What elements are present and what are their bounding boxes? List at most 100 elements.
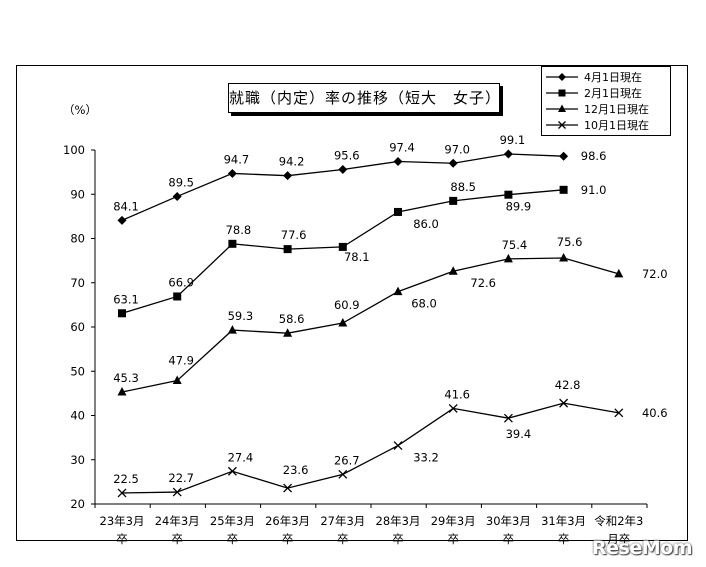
x-marker (117, 488, 127, 498)
data-label: 94.7 (224, 152, 250, 166)
y-tick-label: 50 (70, 364, 85, 378)
x-tick-label: 28年3月 (376, 514, 421, 528)
data-label: 26.7 (334, 453, 360, 467)
x-tick-label: 卒 (171, 532, 183, 546)
data-label: 22.5 (113, 472, 139, 486)
diamond-marker (503, 149, 513, 159)
x-tick-label: 25年3月 (210, 514, 255, 528)
x-tick-label: 卒 (392, 532, 404, 546)
data-label: 72.0 (642, 267, 668, 281)
square-marker (228, 239, 237, 248)
x-marker (393, 441, 403, 451)
x-tick-label: 令和2年3 (594, 514, 643, 528)
x-marker (338, 469, 348, 479)
square-marker (449, 196, 458, 205)
x-tick-label: 23年3月 (100, 514, 145, 528)
legend-label: 12月1日現在 (584, 103, 649, 116)
data-label: 75.6 (557, 235, 583, 249)
x-tick-label: 卒 (116, 532, 128, 546)
legend-item: 10月1日現在 (542, 117, 670, 133)
square-marker (338, 242, 347, 251)
data-label: 97.0 (444, 142, 470, 156)
y-tick-label: 40 (70, 409, 85, 423)
x-marker (172, 487, 182, 497)
triangle-marker (283, 328, 293, 337)
x-tick-label: 卒 (447, 532, 459, 546)
diamond-marker (117, 215, 127, 225)
legend-label: 10月1日現在 (584, 119, 649, 132)
series-line-4 (121, 402, 619, 494)
legend-label: 2月1日現在 (584, 87, 642, 100)
x-tick-label: 卒 (337, 532, 349, 546)
square-marker (559, 185, 568, 194)
data-label: 78.1 (344, 250, 370, 264)
x-marker (503, 413, 513, 423)
x-tick-label: 30年3月 (486, 514, 531, 528)
x-tick-label: 卒 (227, 532, 239, 546)
data-label: 41.6 (444, 387, 470, 401)
square-marker (394, 207, 402, 216)
chart-title: 就職（内定）率の推移（短大 女子） (228, 83, 500, 113)
x-tick-label: 26年3月 (265, 514, 310, 528)
triangle-marker (448, 266, 458, 275)
data-label: 89.9 (506, 200, 532, 214)
x-tick-label: 31年3月 (541, 514, 586, 528)
x-legend-icon (546, 121, 578, 129)
legend-item: 4月1日現在 (542, 69, 670, 85)
data-label: 60.9 (334, 298, 360, 312)
triangle-marker (117, 387, 127, 396)
square-marker (173, 292, 182, 301)
triangle-marker (614, 268, 624, 278)
diamond-marker (448, 158, 458, 168)
data-label: 88.5 (450, 180, 476, 194)
square-legend-icon (546, 89, 578, 97)
y-tick-label: 80 (70, 232, 85, 246)
diamond-marker (283, 171, 293, 181)
data-label: 47.9 (168, 354, 194, 368)
data-label: 72.6 (470, 276, 496, 290)
data-label: 84.1 (113, 199, 139, 213)
data-label: 78.8 (226, 223, 252, 237)
triangle-marker (559, 252, 569, 262)
data-label: 40.6 (642, 406, 668, 420)
chart-legend: 4月1日現在 2月1日現在 12月1日現在 10月1日現在 (541, 66, 671, 136)
data-label: 91.0 (581, 183, 607, 197)
data-label: 27.4 (228, 450, 254, 464)
diamond-marker (227, 168, 237, 178)
x-tick-label: 卒 (282, 532, 294, 546)
y-tick-label: 20 (70, 497, 85, 511)
y-tick-label: 60 (70, 320, 85, 334)
chart-frame (16, 65, 688, 541)
data-label: 99.1 (500, 133, 526, 147)
data-label: 39.4 (506, 427, 532, 441)
x-marker (283, 483, 293, 493)
x-marker (614, 408, 624, 418)
series-line-2 (121, 189, 564, 314)
data-label: 63.1 (113, 292, 139, 306)
data-label: 95.6 (334, 148, 360, 162)
y-tick-label: 70 (70, 276, 85, 290)
series-line-3 (121, 257, 619, 393)
diamond-marker (172, 191, 182, 201)
x-tick-label: 卒 (558, 532, 570, 546)
diamond-marker (338, 164, 348, 174)
data-label: 58.6 (279, 312, 305, 326)
y-axis-label: （%） (63, 103, 97, 117)
x-marker (448, 403, 458, 413)
triangle-marker (338, 318, 348, 327)
data-label: 33.2 (413, 451, 439, 465)
x-tick-label: 卒 (503, 532, 515, 546)
data-label: 77.6 (281, 228, 307, 242)
y-tick-label: 90 (70, 187, 85, 201)
diamond-marker (559, 151, 569, 161)
x-marker (559, 398, 569, 408)
data-label: 86.0 (413, 217, 439, 231)
square-marker (118, 309, 126, 318)
data-label: 97.4 (389, 141, 415, 155)
triangle-marker (393, 286, 403, 296)
diamond-marker (393, 157, 403, 167)
watermark-logo: ReseMom (592, 537, 692, 559)
triangle-legend-icon (546, 104, 578, 112)
data-label: 59.3 (228, 309, 254, 323)
data-label: 22.7 (168, 471, 194, 485)
